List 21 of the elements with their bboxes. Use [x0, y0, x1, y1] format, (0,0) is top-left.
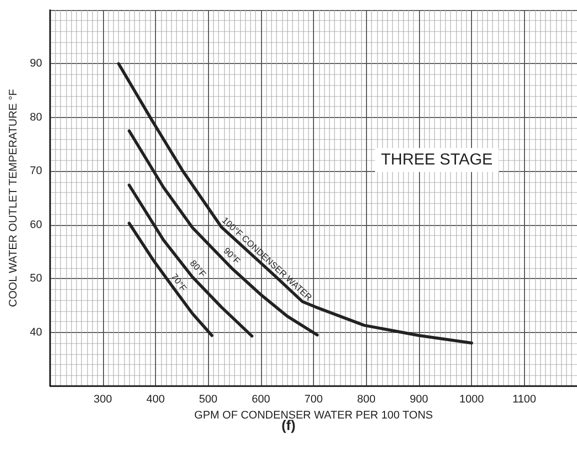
y-tick-label: 90	[30, 58, 42, 70]
y-tick-label: 60	[30, 218, 42, 231]
x-tick-label: 900	[410, 394, 428, 406]
line-series	[128, 129, 319, 336]
y-axis-title: COOL WATER OUTLET TEMPERATURE °F	[8, 88, 20, 307]
x-tick-label: 800	[357, 394, 376, 406]
text: (f)	[282, 417, 296, 433]
y-tick-label: 40	[30, 326, 42, 338]
x-tick-label: 500	[199, 394, 218, 406]
y-tick-label: 70	[30, 165, 42, 178]
x-tick-label: 1000	[459, 394, 484, 406]
x-tick-label: 600	[252, 394, 270, 406]
line-series	[128, 222, 214, 338]
text: 90°F	[222, 246, 243, 266]
x-tick-label: 1100	[512, 394, 536, 406]
x-tick-label: 400	[146, 394, 165, 406]
annotation: THREE STAGE	[381, 152, 493, 168]
x-tick-label: 700	[304, 394, 323, 406]
x-tick-label: 300	[94, 394, 112, 406]
y-tick-label: 80	[30, 111, 42, 124]
y-tick-label: 50	[30, 272, 42, 285]
